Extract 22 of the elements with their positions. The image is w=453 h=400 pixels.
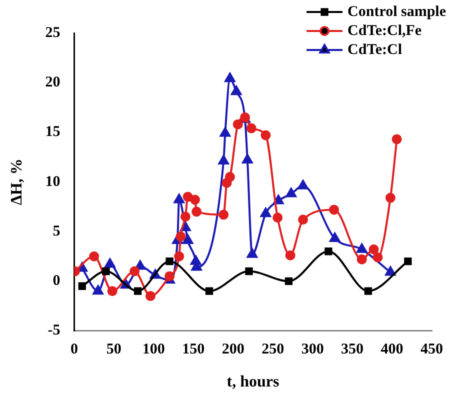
y-tick-label: 20 bbox=[45, 74, 60, 91]
x-tick-label: 400 bbox=[380, 342, 404, 358]
legend-label: CdTe:Cl,Fe bbox=[348, 22, 422, 39]
y-tick-label: 25 bbox=[45, 24, 60, 41]
y-tick-label: 10 bbox=[45, 174, 60, 190]
y-axis-title: ΔH, % bbox=[8, 158, 26, 206]
x-tick-label: 100 bbox=[142, 342, 165, 358]
x-tick-label: 200 bbox=[222, 342, 244, 358]
x-tick-label: 50 bbox=[106, 342, 122, 358]
y-tick-label: 5 bbox=[52, 223, 60, 240]
y-tick-label: 15 bbox=[45, 124, 60, 140]
y-tick-label: 0 bbox=[52, 273, 60, 290]
legend-label: CdTe:Cl bbox=[348, 42, 402, 58]
x-axis-title: t, hours bbox=[226, 374, 280, 391]
legend-label: Control sample bbox=[348, 4, 446, 20]
x-tick-label: 0 bbox=[70, 342, 78, 358]
x-tick-label: 350 bbox=[341, 342, 364, 358]
x-tick-label: 250 bbox=[262, 342, 284, 358]
x-tick-label: 450 bbox=[420, 342, 443, 358]
y-tick-label: -5 bbox=[48, 322, 60, 339]
x-tick-label: 150 bbox=[182, 342, 205, 358]
x-tick-label: 300 bbox=[301, 342, 324, 358]
